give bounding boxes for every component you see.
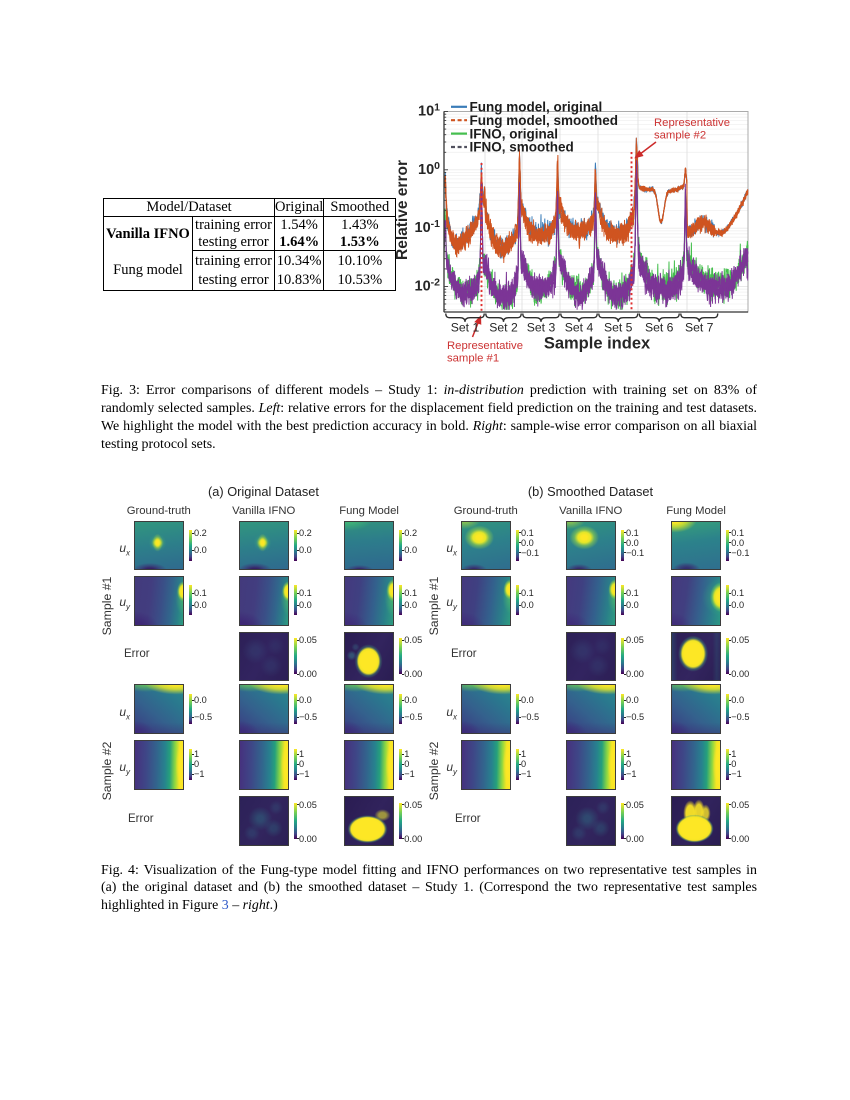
svg-text:Fung model, smoothed: Fung model, smoothed bbox=[470, 113, 619, 128]
svg-text:IFNO, original: IFNO, original bbox=[470, 126, 559, 141]
svg-text:10-2: 10-2 bbox=[415, 277, 441, 295]
svg-text:Set 3: Set 3 bbox=[527, 321, 556, 335]
svg-text:sample #2: sample #2 bbox=[654, 130, 706, 142]
svg-text:Set 7: Set 7 bbox=[685, 321, 714, 335]
svg-text:101: 101 bbox=[418, 102, 440, 120]
svg-text:Set 6: Set 6 bbox=[645, 321, 674, 335]
svg-text:Set 2: Set 2 bbox=[489, 321, 518, 335]
svg-text:sample #1: sample #1 bbox=[447, 353, 499, 365]
svg-text:Sample index: Sample index bbox=[544, 335, 651, 353]
svg-text:Set 5: Set 5 bbox=[604, 321, 633, 335]
svg-text:Set 1: Set 1 bbox=[451, 321, 480, 335]
svg-text:IFNO, smoothed: IFNO, smoothed bbox=[470, 140, 574, 155]
svg-text:Representative: Representative bbox=[447, 340, 523, 352]
svg-text:10-1: 10-1 bbox=[415, 218, 441, 236]
svg-text:Relative error: Relative error bbox=[395, 160, 411, 260]
svg-text:100: 100 bbox=[418, 160, 440, 178]
svg-text:Set 4: Set 4 bbox=[565, 321, 594, 335]
svg-text:Fung model, original: Fung model, original bbox=[470, 100, 603, 115]
svg-text:Representative: Representative bbox=[654, 117, 730, 129]
